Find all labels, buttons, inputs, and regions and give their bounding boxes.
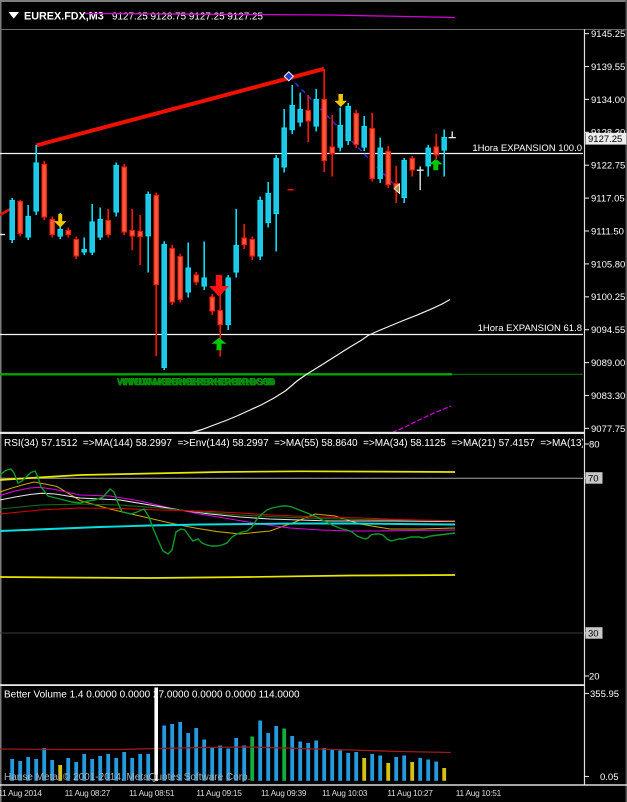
svg-text:9111.50: 9111.50 [591, 226, 624, 237]
svg-text:11 Aug 09:15: 11 Aug 09:15 [196, 788, 242, 798]
svg-text:Better Volume 1.4 0.0000 0.000: Better Volume 1.4 0.0000 0.0000 27.0000 … [4, 690, 300, 701]
svg-text:9122.75: 9122.75 [591, 161, 625, 172]
svg-text:9117.05: 9117.05 [591, 194, 625, 205]
svg-text:355.95: 355.95 [590, 689, 619, 700]
svg-text:11 Aug 10:51: 11 Aug 10:51 [456, 788, 502, 798]
svg-text:Hanse Metal © 2001-2014, MetaQ: Hanse Metal © 2001-2014, MetaQuotes Soft… [4, 772, 250, 783]
svg-text:EUREX.FDX,M3: EUREX.FDX,M3 [24, 11, 104, 23]
svg-text:1Hora EXPANSION 100.0: 1Hora EXPANSION 100.0 [472, 143, 582, 154]
svg-text:1Hora EXPANSION 61.8: 1Hora EXPANSION 61.8 [478, 323, 582, 334]
svg-text:9094.55: 9094.55 [591, 325, 625, 336]
svg-text:11 Aug 08:27: 11 Aug 08:27 [65, 788, 111, 798]
svg-text:0.05: 0.05 [600, 772, 619, 783]
svg-text:70: 70 [588, 474, 599, 485]
svg-text:9083.30: 9083.30 [591, 391, 625, 402]
svg-text:20: 20 [589, 672, 600, 683]
svg-text:9139.55: 9139.55 [591, 62, 625, 73]
svg-text:80: 80 [589, 440, 600, 451]
svg-text:11 Aug 2014: 11 Aug 2014 [0, 788, 42, 798]
svg-text:11 Aug 10:27: 11 Aug 10:27 [387, 788, 433, 798]
svg-text:WWWUUVVMMKBEKBRHKBEHREBRKHEBRK: WWWUUVVMMKBEKBRHKBEHREBRKHEBRKBEKRHBKSXS… [118, 377, 276, 388]
svg-text:WWWUUVVMMKBEKBRHKBEHREBRKHEBRK: WWWUUVVMMKBEKBRHKBEHREBRKHEBRKBEKRHBKSXS… [117, 377, 275, 388]
svg-text:9077.75: 9077.75 [591, 424, 625, 435]
svg-text:9127.25: 9127.25 [588, 134, 622, 145]
svg-text:30: 30 [588, 629, 599, 640]
svg-text:RSI(34) 57.1512 =>MA(144) 58.: RSI(34) 57.1512 =>MA(144) 58.2997 =>Env(… [4, 438, 599, 449]
svg-text:9100.25: 9100.25 [591, 292, 625, 303]
svg-text:9145.25: 9145.25 [591, 29, 625, 40]
svg-text:9127.25 9128.75 9127.25 9127.2: 9127.25 9128.75 9127.25 9127.25 [112, 12, 264, 23]
svg-text:9134.00: 9134.00 [591, 95, 625, 106]
svg-text:11 Aug 08:51: 11 Aug 08:51 [129, 788, 175, 798]
svg-text:9089.00: 9089.00 [591, 358, 625, 369]
svg-text:11 Aug 09:39: 11 Aug 09:39 [261, 788, 307, 798]
svg-text:9105.80: 9105.80 [591, 259, 625, 270]
svg-text:11 Aug 10:03: 11 Aug 10:03 [322, 788, 368, 798]
